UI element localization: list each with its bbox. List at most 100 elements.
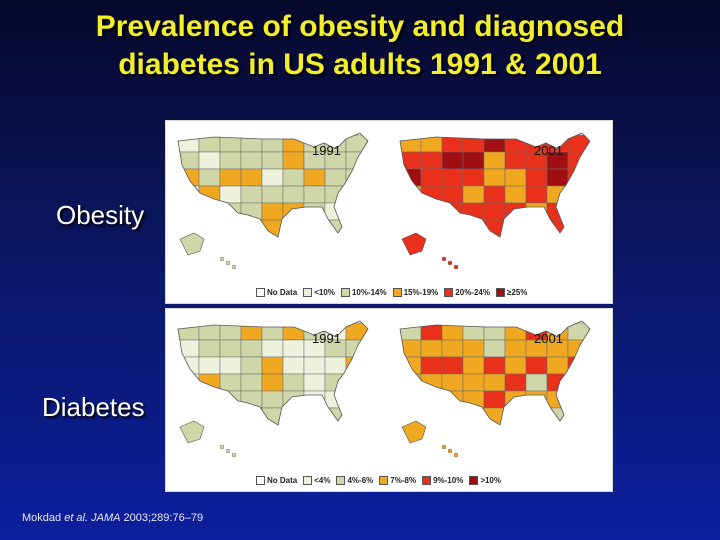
citation-journal: JAMA <box>91 512 121 524</box>
state-region <box>240 322 263 341</box>
state-region <box>198 356 221 375</box>
state-region <box>420 339 443 358</box>
state-region <box>483 134 506 153</box>
state-region <box>504 202 527 221</box>
map-early: 1991 <box>177 132 369 270</box>
state-region <box>240 407 263 425</box>
obesity-legend: No Data <10% 10%-14% 15%-19% 20%-24% ≥25% <box>256 285 533 299</box>
state-region <box>462 322 485 341</box>
state-region <box>567 390 590 409</box>
state-region <box>324 168 347 187</box>
state-region <box>219 185 242 204</box>
state-region <box>525 390 548 409</box>
legend-label: <4% <box>314 475 331 485</box>
state-region <box>282 168 305 187</box>
state-region <box>420 185 443 204</box>
state-region <box>462 390 485 409</box>
hawaii-island <box>447 260 453 266</box>
legend-label: 15%-19% <box>403 287 439 297</box>
state-region <box>345 168 368 187</box>
alaska <box>179 232 205 256</box>
state-region <box>282 134 305 153</box>
state-region <box>198 373 221 392</box>
state-region <box>303 407 326 425</box>
legend-item: <4% <box>303 475 331 485</box>
state-region <box>462 185 485 204</box>
slide-title: Prevalence of obesity and diagnosed diab… <box>0 8 720 84</box>
state-region <box>504 373 527 392</box>
map-early: 1991 <box>177 320 369 458</box>
legend-swatch <box>422 475 432 485</box>
state-region <box>400 390 422 409</box>
state-region <box>546 356 569 375</box>
state-region <box>261 339 284 358</box>
state-region <box>303 202 326 221</box>
state-region <box>345 202 368 221</box>
state-region <box>282 151 305 170</box>
state-region <box>345 390 368 409</box>
state-region <box>178 390 200 409</box>
state-region <box>240 219 263 237</box>
state-region <box>303 390 326 409</box>
legend-label: ≥25% <box>506 287 528 297</box>
hawaii-island <box>441 444 447 450</box>
legend-item: 10%-14% <box>340 287 387 297</box>
state-region <box>525 168 548 187</box>
state-region <box>525 202 548 221</box>
state-region <box>504 168 527 187</box>
state-region <box>441 219 464 237</box>
hawaii-island <box>225 448 231 454</box>
state-region <box>345 219 368 237</box>
legend-swatch <box>256 475 265 485</box>
state-region <box>261 185 284 204</box>
state-region <box>219 219 242 237</box>
title-line-1: Prevalence of obesity and diagnosed <box>95 10 625 43</box>
state-region <box>198 151 221 170</box>
state-region <box>462 407 485 425</box>
map-late: 2001 <box>399 320 591 458</box>
state-region <box>178 134 200 153</box>
legend-label: No Data <box>267 287 298 297</box>
state-region <box>462 356 485 375</box>
state-region <box>567 407 590 425</box>
legend-item: <10% <box>303 287 335 297</box>
state-region <box>546 219 569 237</box>
citation-ref: 2003;289:76–79 <box>123 512 204 524</box>
legend-label: 4%-6% <box>347 475 374 485</box>
state-region <box>240 168 263 187</box>
state-region <box>219 407 242 425</box>
state-region <box>483 356 506 375</box>
state-region <box>525 373 548 392</box>
state-region <box>240 356 263 375</box>
state-region <box>483 390 506 409</box>
state-region <box>261 151 284 170</box>
legend-item: 4%-6% <box>336 475 374 485</box>
state-region <box>198 168 221 187</box>
us-outline <box>399 132 591 238</box>
state-region <box>240 185 263 204</box>
alaska <box>179 420 205 444</box>
state-region <box>483 202 506 221</box>
legend-swatch <box>340 287 350 297</box>
state-region <box>240 373 263 392</box>
state-region <box>282 219 305 237</box>
citation-etal: et al. <box>64 512 89 524</box>
state-region <box>483 151 506 170</box>
legend-label: 20%-24% <box>455 287 490 297</box>
state-region <box>441 373 464 392</box>
state-region <box>282 373 305 392</box>
legend-label: No Data <box>267 475 298 485</box>
state-region <box>240 151 263 170</box>
state-region <box>504 407 527 425</box>
diabetes-legend: No Data <4% 4%-6% 7%-8% 9%-10% >10% <box>256 473 507 487</box>
legend-item: 7%-8% <box>379 475 416 485</box>
state-region <box>504 219 527 237</box>
hawaii-island <box>231 264 237 270</box>
state-region <box>261 168 284 187</box>
state-region <box>282 356 305 375</box>
state-region <box>504 356 527 375</box>
state-region <box>483 373 506 392</box>
state-region <box>219 168 242 187</box>
state-region <box>462 168 485 187</box>
hawaii-island <box>453 264 459 270</box>
